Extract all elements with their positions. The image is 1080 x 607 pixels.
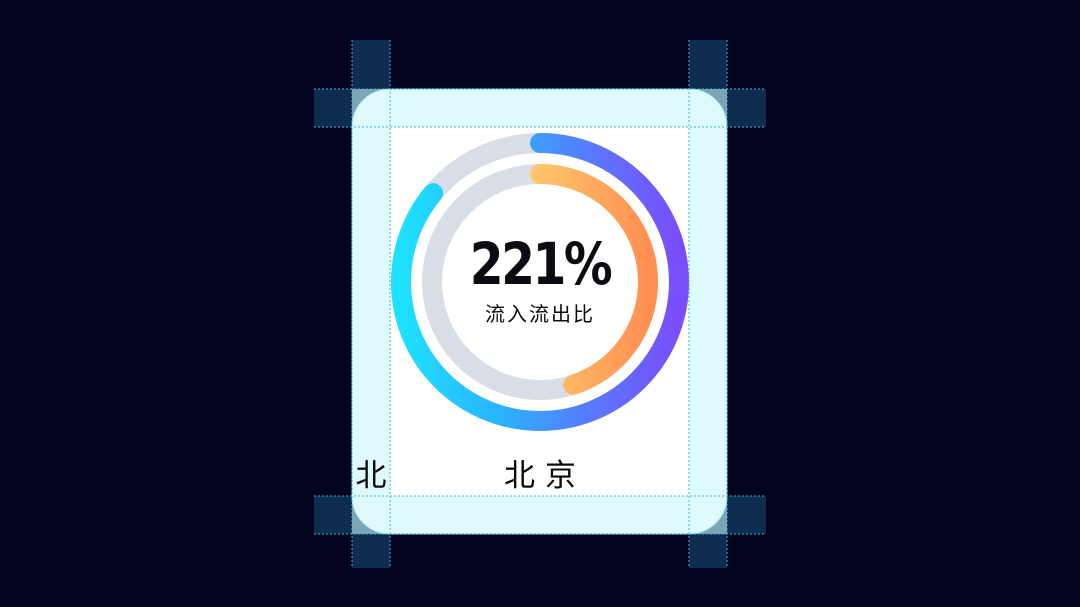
metric-value: 221% (469, 230, 613, 298)
guide-lines (314, 40, 766, 568)
card (352, 89, 727, 534)
city-name-edge-glyph: 北 (355, 458, 387, 494)
inner-progress-arc (422, 164, 658, 400)
layout-guides-overlay (351, 88, 728, 535)
city-name: 北京 (504, 458, 586, 494)
metric-caption: 流入流出比 (485, 302, 595, 326)
donut-chart (391, 133, 689, 431)
outer-progress-arc (391, 133, 689, 431)
